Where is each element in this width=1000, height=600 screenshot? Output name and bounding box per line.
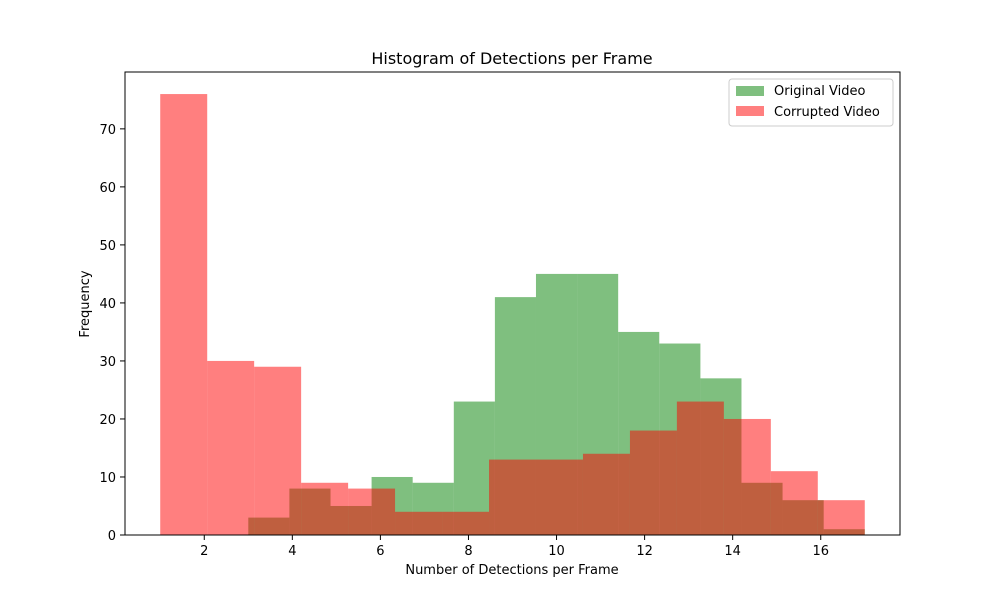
x-tick-label: 16 (812, 544, 829, 559)
y-tick-label: 40 (99, 297, 116, 312)
histogram-bar (489, 459, 536, 535)
histogram-bar (535, 459, 583, 535)
y-tick-label: 50 (99, 239, 116, 254)
x-tick-label: 8 (464, 544, 472, 559)
legend-swatch-original (736, 86, 764, 96)
legend-swatch-corrupted (736, 106, 764, 116)
bars-layer (160, 94, 865, 536)
y-tick-label: 30 (99, 355, 116, 370)
y-axis-ticks: 0 10 20 30 40 50 60 70 (99, 123, 125, 544)
histogram-bar (770, 471, 818, 535)
legend: Original Video Corrupted Video (728, 78, 894, 127)
histogram-bar (629, 430, 677, 535)
series-corrupted-video (160, 94, 865, 536)
y-tick-label: 0 (108, 529, 116, 544)
legend-box (728, 78, 894, 127)
x-tick-label: 2 (200, 544, 208, 559)
x-tick-label: 10 (548, 544, 565, 559)
histogram-bar (160, 94, 208, 536)
x-axis-ticks: 2 4 6 8 10 12 14 16 (200, 535, 829, 559)
histogram-bar (442, 511, 490, 535)
x-tick-label: 12 (636, 544, 653, 559)
legend-label-original: Original Video (774, 84, 865, 99)
y-tick-label: 70 (99, 123, 116, 138)
plot-frame (124, 71, 901, 536)
histogram-bar (723, 418, 771, 535)
histogram-bar (348, 488, 396, 535)
x-tick-label: 4 (288, 544, 296, 559)
histogram-bar (676, 401, 724, 535)
histogram-bar (395, 511, 443, 535)
x-tick-label: 14 (724, 544, 741, 559)
histogram-bar (207, 360, 255, 535)
histogram-bar (582, 453, 630, 535)
legend-label-corrupted: Corrupted Video (774, 105, 880, 120)
histogram-bar (254, 366, 302, 535)
y-tick-label: 10 (99, 471, 116, 486)
chart-title: Histogram of Detections per Frame (371, 49, 652, 68)
x-tick-label: 6 (376, 544, 384, 559)
x-axis-label: Number of Detections per Frame (405, 563, 618, 578)
y-tick-label: 20 (99, 413, 116, 428)
histogram-bar (817, 500, 865, 535)
histogram-bar (301, 482, 349, 535)
y-axis-label: Frequency (78, 270, 93, 337)
y-tick-label: 60 (99, 181, 116, 196)
